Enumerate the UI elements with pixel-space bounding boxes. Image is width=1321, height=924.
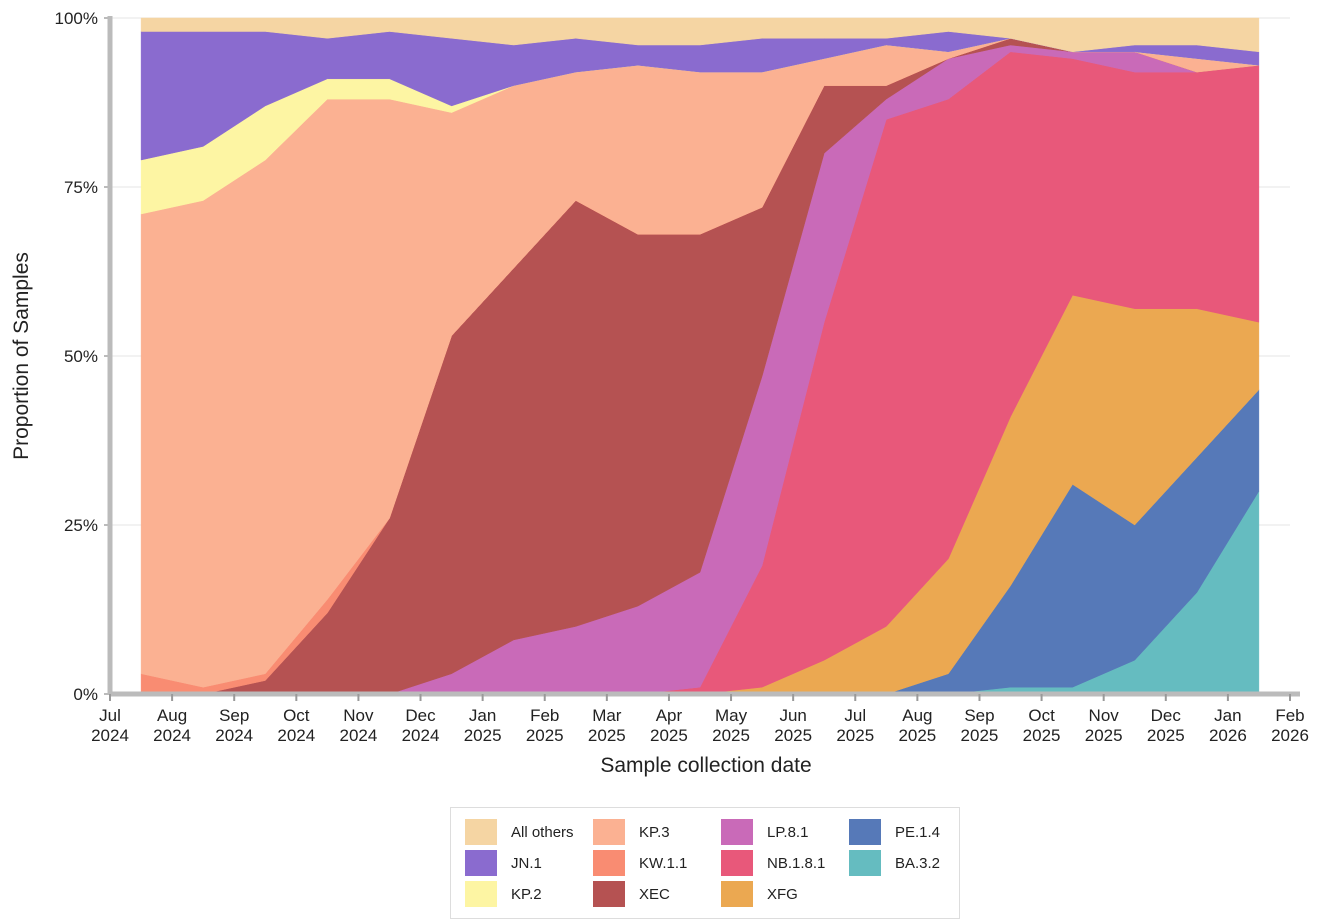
y-tick-label: 0%: [73, 685, 98, 704]
area: [140, 17, 1260, 53]
y-tick-label: 75%: [64, 178, 98, 197]
x-tick-label: Mar 2025: [587, 706, 626, 745]
legend-swatch: [593, 881, 625, 907]
x-axis-title: Sample collection date: [600, 754, 811, 777]
areas: [140, 17, 1260, 695]
x-tick-label: Feb 2025: [525, 706, 564, 745]
legend-swatch: [593, 819, 625, 845]
legend: All others JN.1 KP.2 KP.3 KW.1.1 XEC LP.8.1 NB.…: [450, 807, 960, 919]
y-tick-label: 25%: [64, 516, 98, 535]
x-tick-label: Dec 2025: [1146, 706, 1185, 745]
legend-label: KP.2: [511, 886, 542, 903]
legend-swatch: [849, 850, 881, 876]
x-tick-label: Sep 2025: [960, 706, 999, 745]
legend-swatch: [721, 881, 753, 907]
legend-swatch: [721, 850, 753, 876]
x-tick-label: Jan 2025: [463, 706, 502, 745]
x-tick-label: Jul 2025: [836, 706, 875, 745]
x-tick-label: May 2025: [712, 706, 750, 745]
legend-swatch: [849, 819, 881, 845]
x-tick-label: Jun 2025: [774, 706, 813, 745]
legend-label: NB.1.8.1: [767, 855, 826, 872]
x-tick-label: Apr 2025: [650, 706, 688, 745]
legend-label: LP.8.1: [767, 824, 809, 841]
x-tick-label: Jan 2026: [1208, 706, 1247, 745]
legend-label: KP.3: [639, 824, 670, 841]
x-tick-label: Oct 2025: [1022, 706, 1061, 745]
legend-swatch: [465, 881, 497, 907]
x-tick-label: Jul 2024: [91, 706, 129, 745]
legend-label: XFG: [767, 886, 798, 903]
legend-label: PE.1.4: [895, 824, 941, 841]
legend-label: BA.3.2: [895, 855, 941, 872]
legend-label: JN.1: [511, 855, 542, 872]
x-tick-label: Aug 2025: [898, 706, 937, 745]
x-tick-label: Nov 2024: [339, 706, 378, 745]
legend-label: XEC: [639, 886, 670, 903]
legend-swatch: [465, 819, 497, 845]
legend-swatch: [593, 850, 625, 876]
x-tick-label: Aug 2024: [153, 706, 191, 745]
legend-swatch: [721, 819, 753, 845]
y-tick-label: 100%: [55, 9, 98, 28]
x-tick-label: Sep 2024: [215, 706, 254, 745]
x-tick-label: Dec 2024: [401, 706, 440, 745]
legend-label: All others: [511, 824, 574, 841]
x-tick-label: Oct 2024: [277, 706, 316, 745]
x-tick-label: Feb 2026: [1271, 706, 1309, 745]
x-tick-label: Nov 2025: [1084, 706, 1123, 745]
legend-label: KW.1.1: [639, 855, 688, 872]
legend-swatch: [465, 850, 497, 876]
y-tick-label: 50%: [64, 347, 98, 366]
y-axis-title: Proportion of Samples: [10, 252, 33, 460]
